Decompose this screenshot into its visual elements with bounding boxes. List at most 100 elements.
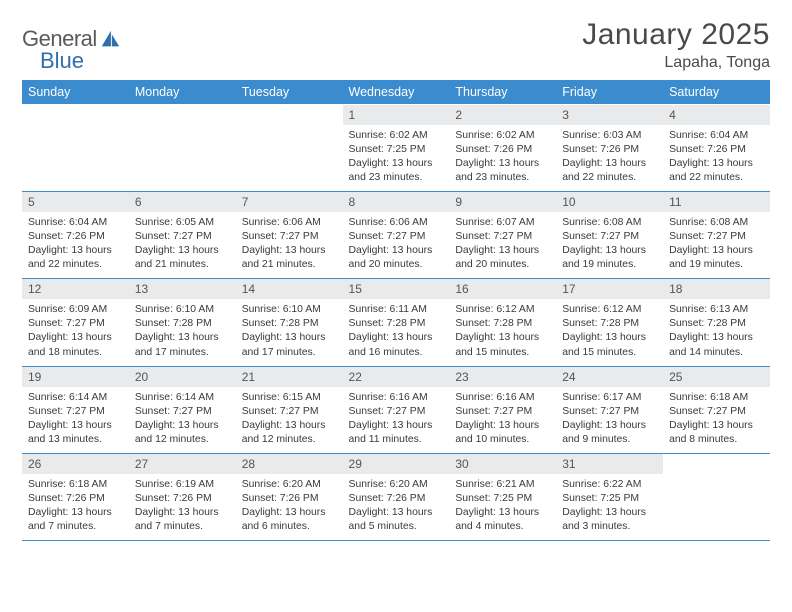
sunset-line: Sunset: 7:27 PM [562, 405, 657, 419]
day-number-cell [236, 105, 343, 126]
day-info-row: Sunrise: 6:09 AMSunset: 7:27 PM Daylight:… [22, 299, 770, 366]
day-number-cell: 7 [236, 192, 343, 213]
day-number-cell: 8 [343, 192, 450, 213]
daylight-line: Daylight: 13 hours and 17 minutes. [242, 331, 337, 359]
day-number-cell: 4 [663, 105, 770, 126]
sunrise-line: Sunrise: 6:06 AM [242, 216, 337, 230]
sunrise-line: Sunrise: 6:12 AM [455, 303, 550, 317]
day-info-cell: Sunrise: 6:20 AMSunset: 7:26 PMDaylight:… [343, 474, 450, 541]
sunset-line: Sunset: 7:27 PM [455, 230, 550, 244]
daylight-line: Daylight: 13 hours and 22 minutes. [669, 157, 764, 185]
sunset-line: Sunset: 7:27 PM [242, 230, 337, 244]
daylight-line: Daylight: 13 hours and 21 minutes. [242, 244, 337, 272]
sunset-line: Sunset: 7:26 PM [455, 143, 550, 157]
day-info-cell: Sunrise: 6:08 AMSunset: 7:27 PMDaylight:… [663, 212, 770, 279]
day-info-cell: Sunrise: 6:16 AMSunset: 7:27 PMDaylight:… [449, 387, 556, 454]
day-info-row: Sunrise: 6:02 AM Sunset: 7:25 PM Daylight:… [22, 125, 770, 192]
sunrise-line: Sunrise: 6:19 AM [135, 478, 230, 492]
daylight-line: Daylight: 13 hours and 12 minutes. [242, 419, 337, 447]
day-number-cell: 20 [129, 366, 236, 387]
sunset-line: Sunset: 7:27 PM [669, 230, 764, 244]
day-number-cell: 18 [663, 279, 770, 300]
sunrise-line: Sunrise: 6:16 AM [349, 391, 444, 405]
daylight-line: Daylight: 13 hours and 20 minutes. [349, 244, 444, 272]
daylight-line: Daylight: 13 hours and 13 minutes. [28, 419, 123, 447]
daylight-line: Daylight: 13 hours and 16 minutes. [349, 331, 444, 359]
day-info-cell: Sunrise: 6:18 AMSunset: 7:26 PMDaylight:… [22, 474, 129, 541]
day-info-cell: Sunrise: 6:04 AMSunset: 7:26 PMDaylight:… [663, 125, 770, 192]
daylight-line: Daylight: 13 hours and 7 minutes. [28, 506, 123, 534]
day-info-cell: Sunrise: 6:14 AMSunset: 7:27 PMDaylight:… [22, 387, 129, 454]
sail-icon [99, 28, 121, 50]
sunrise-line: Sunrise: 6:17 AM [562, 391, 657, 405]
sunset-line: Sunset: 7:25 PM [349, 143, 444, 157]
day-number-cell: 19 [22, 366, 129, 387]
sunrise-line: Sunrise: 6:04 AM [28, 216, 123, 230]
sunset-line: Sunset: 7:27 PM [349, 405, 444, 419]
sunset-line: Sunset: 7:26 PM [669, 143, 764, 157]
sunset-line: Sunset: 7:27 PM [28, 317, 123, 331]
day-number-row: 1234 [22, 105, 770, 126]
sunrise-line: Sunrise: 6:22 AM [562, 478, 657, 492]
sunrise-line: Sunrise: 6:02 AM [455, 129, 550, 143]
day-info-cell: Sunrise: 6:22 AMSunset: 7:25 PMDaylight:… [556, 474, 663, 541]
sunrise-line: Sunrise: 6:04 AM [669, 129, 764, 143]
sunrise-line: Sunrise: 6:13 AM [669, 303, 764, 317]
day-number-cell: 21 [236, 366, 343, 387]
sunset-line: Sunset: 7:26 PM [135, 492, 230, 506]
daylight-line: Daylight: 13 hours and 12 minutes. [135, 419, 230, 447]
day-info-cell: Sunrise: 6:18 AMSunset: 7:27 PMDaylight:… [663, 387, 770, 454]
sunset-line: Sunset: 7:27 PM [28, 405, 123, 419]
day-number-cell: 22 [343, 366, 450, 387]
day-info-cell: Sunrise: 6:12 AMSunset: 7:28 PMDaylight:… [556, 299, 663, 366]
day-info-cell: Sunrise: 6:15 AMSunset: 7:27 PMDaylight:… [236, 387, 343, 454]
daylight-line: Daylight: 13 hours and 19 minutes. [562, 244, 657, 272]
day-number-row: 12131415161718 [22, 279, 770, 300]
daylight-line: Daylight: 13 hours and 6 minutes. [242, 506, 337, 534]
day-info-cell: Sunrise: 6:07 AMSunset: 7:27 PMDaylight:… [449, 212, 556, 279]
brand-logo: General [22, 18, 123, 52]
day-number-cell: 11 [663, 192, 770, 213]
month-title: January 2025 [582, 18, 770, 52]
day-info-cell [129, 125, 236, 192]
day-number-cell: 12 [22, 279, 129, 300]
day-info-row: Sunrise: 6:18 AMSunset: 7:26 PMDaylight:… [22, 474, 770, 541]
day-info-cell: Sunrise: 6:19 AMSunset: 7:26 PMDaylight:… [129, 474, 236, 541]
day-number-cell: 23 [449, 366, 556, 387]
day-info-cell: Sunrise: 6:17 AMSunset: 7:27 PMDaylight:… [556, 387, 663, 454]
day-number-cell: 5 [22, 192, 129, 213]
weekday-header: Wednesday [343, 80, 450, 105]
title-block: January 2025 Lapaha, Tonga [582, 18, 770, 72]
weekday-header-row: SundayMondayTuesdayWednesdayThursdayFrid… [22, 80, 770, 105]
sunrise-line: Sunrise: 6:08 AM [669, 216, 764, 230]
day-number-cell: 29 [343, 453, 450, 474]
sunset-line: Sunset: 7:25 PM [455, 492, 550, 506]
day-number-cell [129, 105, 236, 126]
day-info-cell: Sunrise: 6:06 AMSunset: 7:27 PMDaylight:… [343, 212, 450, 279]
daylight-line: Daylight: 13 hours and 21 minutes. [135, 244, 230, 272]
day-number-cell: 1 [343, 105, 450, 126]
sunset-line: Sunset: 7:25 PM [562, 492, 657, 506]
sunrise-line: Sunrise: 6:16 AM [455, 391, 550, 405]
calendar-table: SundayMondayTuesdayWednesdayThursdayFrid… [22, 80, 770, 541]
daylight-line: Daylight: 13 hours and 19 minutes. [669, 244, 764, 272]
sunrise-line: Sunrise: 6:18 AM [669, 391, 764, 405]
daylight-line: Daylight: 13 hours and 5 minutes. [349, 506, 444, 534]
sunrise-line: Sunrise: 6:07 AM [455, 216, 550, 230]
sunrise-line: Sunrise: 6:09 AM [28, 303, 123, 317]
sunrise-line: Sunrise: 6:14 AM [135, 391, 230, 405]
daylight-line: Daylight: 13 hours and 7 minutes. [135, 506, 230, 534]
sunset-line: Sunset: 7:28 PM [562, 317, 657, 331]
daylight-line: Daylight: 13 hours and 23 minutes. [455, 157, 550, 185]
day-number-cell: 16 [449, 279, 556, 300]
day-number-cell [22, 105, 129, 126]
sunset-line: Sunset: 7:28 PM [242, 317, 337, 331]
day-info-cell: Sunrise: 6:06 AMSunset: 7:27 PMDaylight:… [236, 212, 343, 279]
day-info-cell: Sunrise: 6:16 AMSunset: 7:27 PMDaylight:… [343, 387, 450, 454]
sunset-line: Sunset: 7:26 PM [28, 492, 123, 506]
day-info-cell: Sunrise: 6:21 AMSunset: 7:25 PMDaylight:… [449, 474, 556, 541]
day-info-cell: Sunrise: 6:12 AMSunset: 7:28 PMDaylight:… [449, 299, 556, 366]
day-number-cell: 14 [236, 279, 343, 300]
day-number-row: 567891011 [22, 192, 770, 213]
sunset-line: Sunset: 7:27 PM [135, 230, 230, 244]
